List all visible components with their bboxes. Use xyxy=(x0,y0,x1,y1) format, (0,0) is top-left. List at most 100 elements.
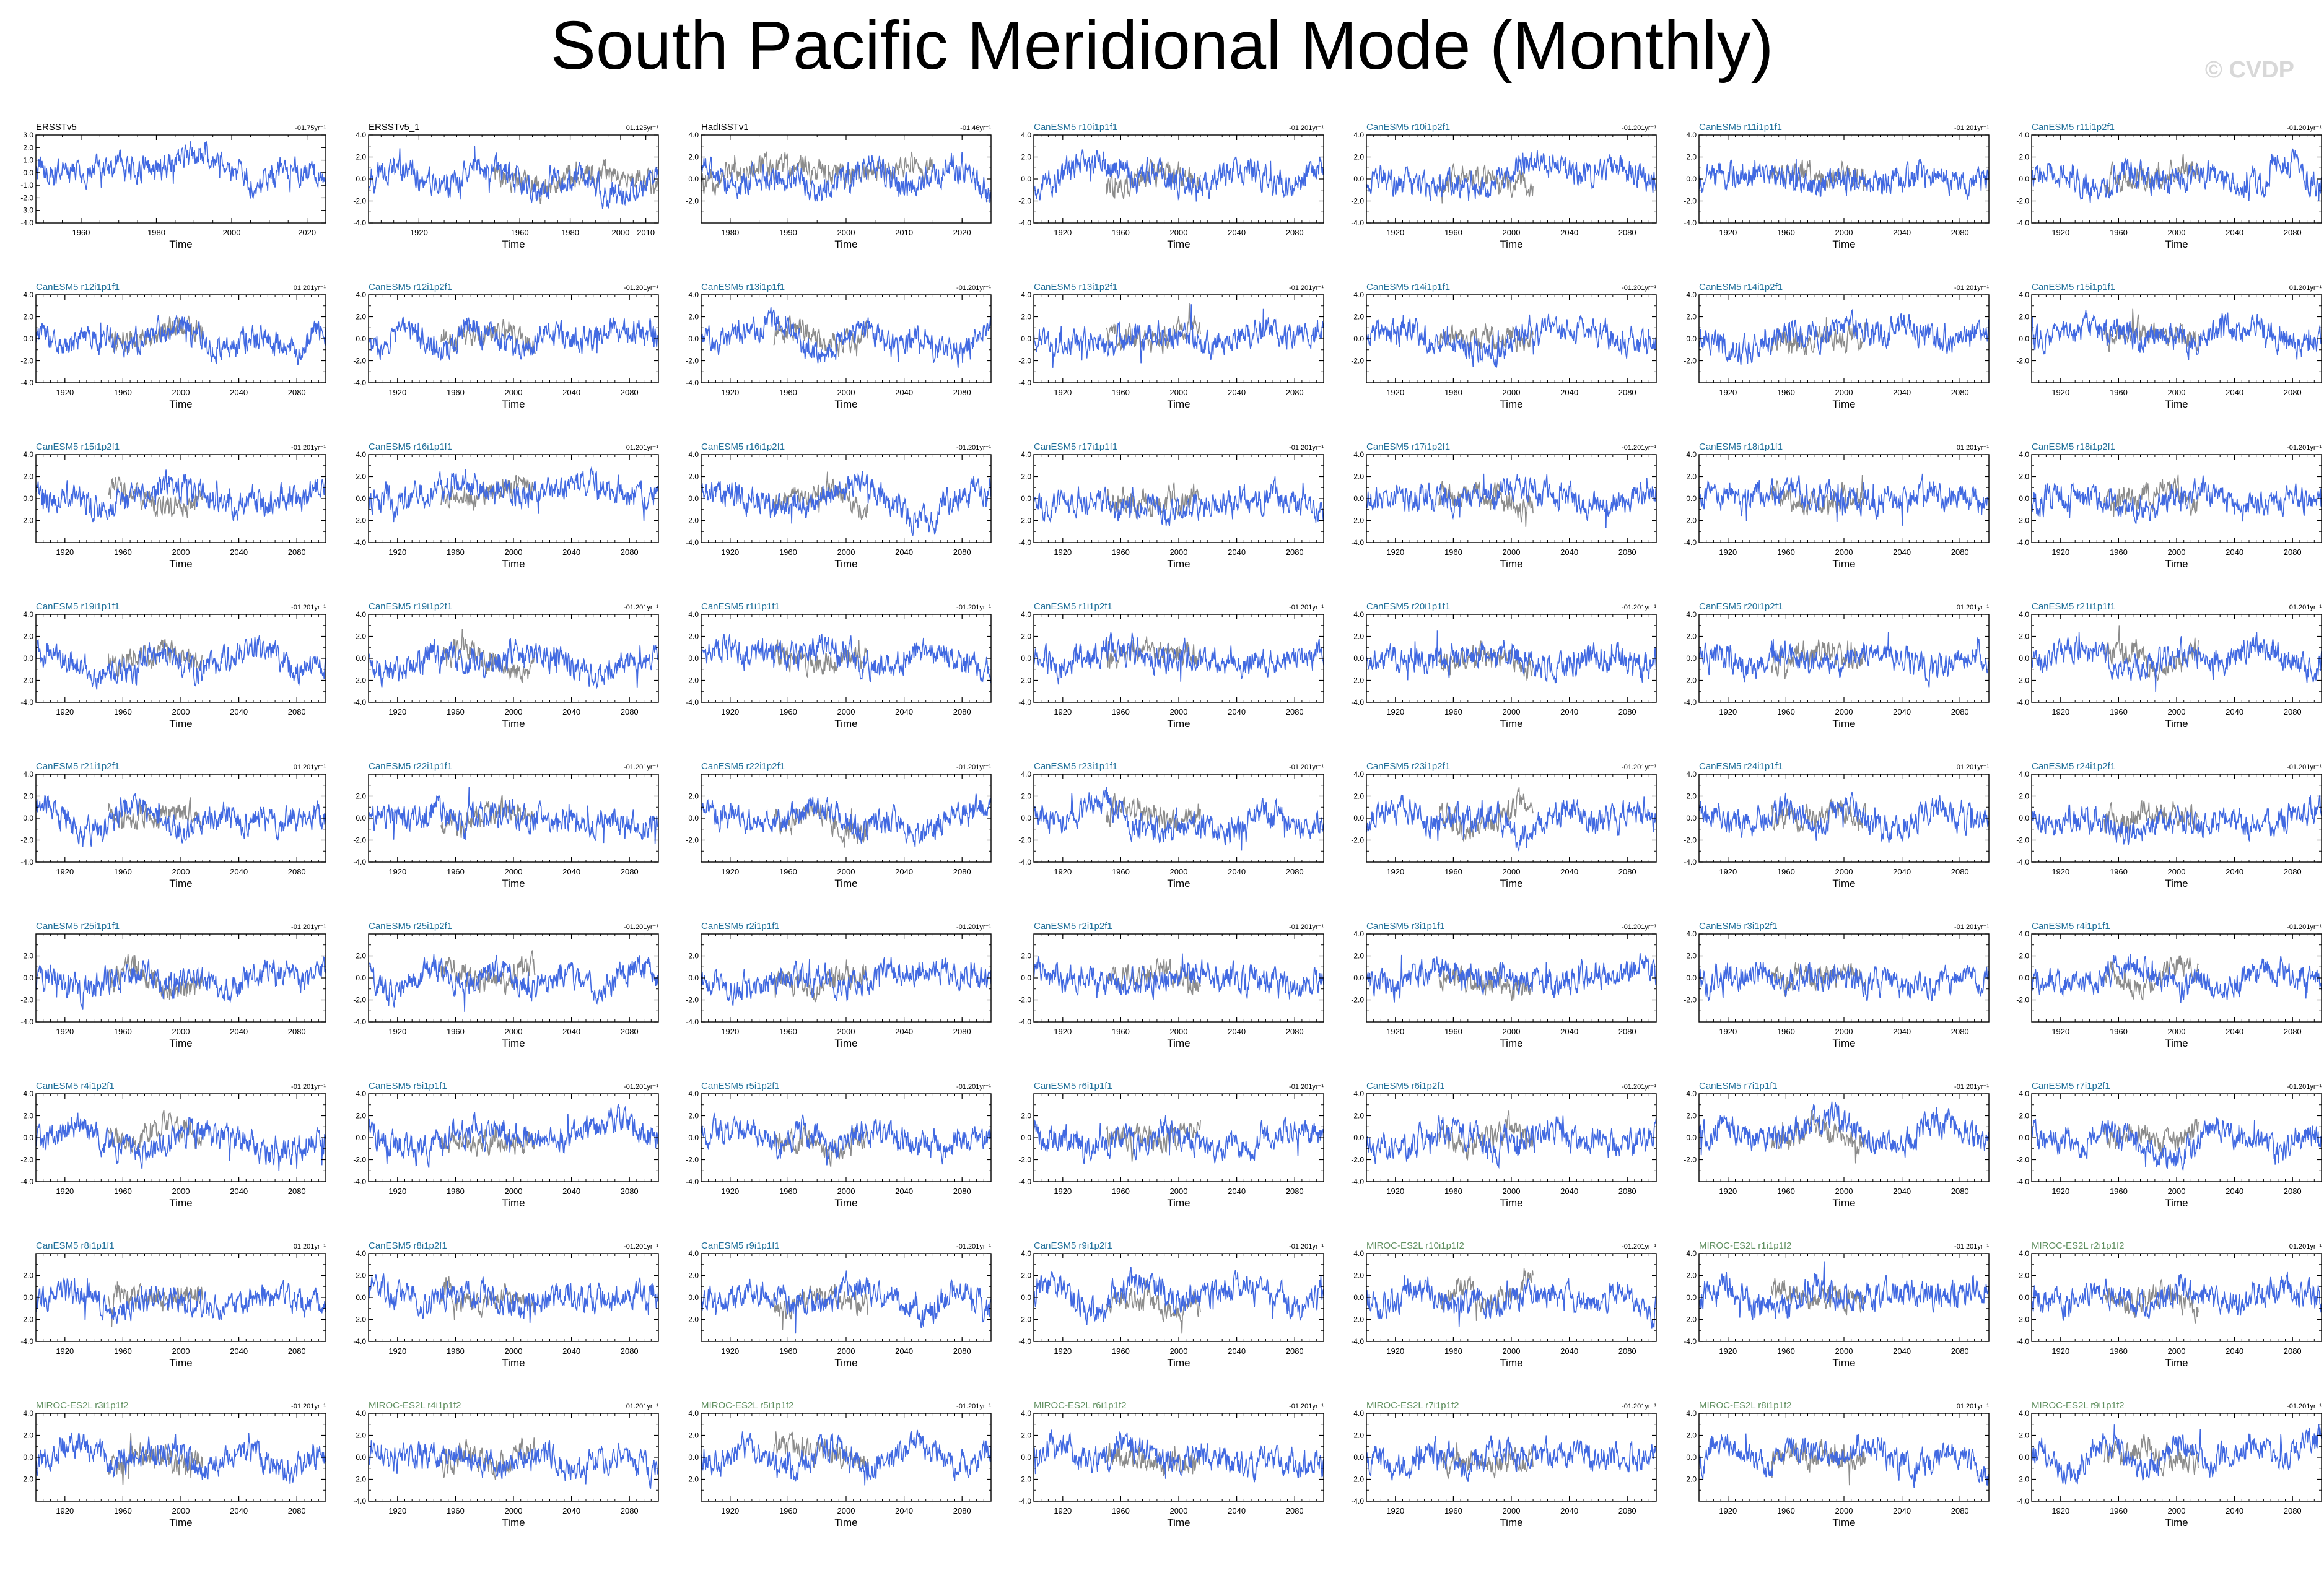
chart-panel: CanESM5 r21i1p2f1 01.201yr⁻¹ 1920 1960 2000 2… xyxy=(20,761,326,889)
x-axis-label: Time xyxy=(2165,558,2188,570)
plot-frame xyxy=(1366,774,1657,863)
y-tick-label: 2.0 xyxy=(1021,952,1031,961)
series-line xyxy=(2032,1271,2322,1321)
panel-trend-label: -01.201yr⁻¹ xyxy=(1622,444,1656,451)
chart-panel: CanESM5 r12i1p1f1 01.201yr⁻¹ 1920 1960 2000 2… xyxy=(20,282,326,410)
x-tick-label: 1960 xyxy=(1444,388,1462,397)
obs-overlay-line xyxy=(440,950,536,996)
panel-title: CanESM5 r21i1p2f1 xyxy=(36,761,120,772)
x-tick-label: 1960 xyxy=(2110,867,2128,876)
x-axis-label: Time xyxy=(1500,1357,1522,1369)
panel-trend-label: -01.201yr⁻¹ xyxy=(956,923,991,931)
series-line xyxy=(1699,632,1989,688)
y-tick-label: 0.0 xyxy=(1021,494,1031,503)
series-line xyxy=(36,793,326,847)
panel-title: CanESM5 r12i1p2f1 xyxy=(369,282,452,292)
y-tick-label: 4.0 xyxy=(1353,1409,1364,1418)
plot-frame xyxy=(701,1093,992,1182)
x-tick-label: 2000 xyxy=(611,228,629,237)
x-tick-label: 1960 xyxy=(447,867,465,876)
x-tick-label: 2040 xyxy=(230,1187,248,1196)
series-line xyxy=(1034,953,1324,1000)
x-tick-label: 2080 xyxy=(621,867,639,876)
x-axis-label: Time xyxy=(1167,1357,1190,1369)
x-tick-label: 2040 xyxy=(895,1346,913,1356)
y-tick-label: -2.0 xyxy=(1018,1475,1031,1484)
x-tick-label: 1920 xyxy=(56,388,74,397)
y-tick-label: 0.0 xyxy=(356,334,366,343)
x-tick-label: 2000 xyxy=(172,388,190,397)
x-tick-label: 2080 xyxy=(1951,707,1969,717)
x-axis-label: Time xyxy=(834,1517,857,1529)
panel-title: CanESM5 r1i1p1f1 xyxy=(701,601,780,612)
chart-panel: CanESM5 r4i1p1f1 -01.201yr⁻¹ 1920 1960 2000 2… xyxy=(2016,921,2322,1049)
y-tick-label: -4.0 xyxy=(2016,698,2029,707)
panel-trend-label: -01.201yr⁻¹ xyxy=(1954,923,1989,931)
x-tick-label: 2000 xyxy=(223,228,241,237)
y-tick-label: -4.0 xyxy=(1018,1177,1031,1186)
y-tick-label: 2.0 xyxy=(23,1112,33,1120)
x-tick-label: 1960 xyxy=(1112,707,1130,717)
y-tick-label: -2.0 xyxy=(686,1315,699,1324)
panel-trend-label: -01.201yr⁻¹ xyxy=(1289,764,1324,771)
y-tick-label: 4.0 xyxy=(356,290,366,299)
x-tick-label: 2010 xyxy=(895,228,913,237)
chart-panel: CanESM5 r13i1p1f1 -01.201yr⁻¹ 1920 1960 2000… xyxy=(686,282,992,410)
y-tick-label: -2.0 xyxy=(20,676,33,685)
x-tick-label: 2040 xyxy=(1893,707,1911,717)
y-tick-label: 2.0 xyxy=(1353,792,1364,801)
series-line xyxy=(369,316,658,361)
x-tick-label: 2080 xyxy=(953,388,971,397)
x-tick-label: 2000 xyxy=(1170,1346,1188,1356)
panel-title: CanESM5 r11i1p1f1 xyxy=(1699,122,1782,133)
panel-trend-label: 01.125yr⁻¹ xyxy=(626,124,659,132)
y-tick-label: 2.0 xyxy=(2019,153,2029,162)
y-tick-label: 0.0 xyxy=(1021,175,1031,183)
y-tick-label: -2.0 xyxy=(20,193,33,202)
panel-trend-label: -01.201yr⁻¹ xyxy=(2287,444,2322,451)
x-axis-label: Time xyxy=(1500,1037,1522,1049)
x-tick-label: 2080 xyxy=(1951,1027,1969,1036)
y-tick-label: 2.0 xyxy=(1686,1431,1697,1440)
y-tick-label: 0.0 xyxy=(23,1133,33,1142)
x-tick-label: 1960 xyxy=(1112,867,1130,876)
y-tick-label: -4.0 xyxy=(1351,1337,1364,1346)
y-tick-label: 2.0 xyxy=(1686,632,1697,641)
obs-overlay-line xyxy=(1771,1110,1866,1164)
y-tick-label: 2.0 xyxy=(1353,952,1364,961)
y-tick-label: 0.0 xyxy=(1353,1133,1364,1142)
x-tick-label: 2040 xyxy=(1893,388,1911,397)
x-tick-label: 2080 xyxy=(1286,547,1304,557)
chart-panel: CanESM5 r16i1p2f1 -01.201yr⁻¹ 1920 1960 2000… xyxy=(686,442,992,570)
chart-panel: MIROC-ES2L r5i1p1f2 -01.201yr⁻¹ 1920 1960 20… xyxy=(686,1400,992,1529)
panel-title: CanESM5 r10i1p2f1 xyxy=(1366,122,1450,133)
x-axis-label: Time xyxy=(502,718,525,730)
y-tick-label: 2.0 xyxy=(688,1112,699,1120)
x-tick-label: 2000 xyxy=(1503,707,1521,717)
x-tick-label: 1920 xyxy=(1719,867,1737,876)
y-tick-label: 0.0 xyxy=(23,168,33,177)
panel-trend-label: -01.201yr⁻¹ xyxy=(956,1243,991,1250)
x-tick-label: 2000 xyxy=(172,867,190,876)
y-tick-label: 4.0 xyxy=(356,610,366,619)
series-line xyxy=(1034,1115,1324,1164)
x-tick-label: 1980 xyxy=(561,228,579,237)
y-tick-label: -2.0 xyxy=(1018,676,1031,685)
y-tick-label: -2.0 xyxy=(1684,996,1697,1005)
panel-title: CanESM5 r22i1p2f1 xyxy=(701,761,785,772)
obs-overlay-line xyxy=(440,1123,536,1157)
panel-title: CanESM5 r16i1p2f1 xyxy=(701,442,785,452)
panel-trend-label: 01.201yr⁻¹ xyxy=(1957,444,1990,451)
y-tick-label: 2.0 xyxy=(356,632,366,641)
x-tick-label: 2040 xyxy=(1893,1027,1911,1036)
y-tick-label: -2.0 xyxy=(20,1156,33,1164)
y-tick-label: 0.0 xyxy=(1353,974,1364,982)
obs-overlay-line xyxy=(1106,1120,1201,1162)
x-tick-label: 2000 xyxy=(1503,1027,1521,1036)
series-line xyxy=(1366,313,1656,368)
y-tick-label: 0.0 xyxy=(23,654,33,663)
y-tick-label: -4.0 xyxy=(20,1018,33,1026)
y-tick-label: 0.0 xyxy=(688,494,699,503)
x-tick-label: 2000 xyxy=(2168,1027,2186,1036)
y-tick-label: -2.0 xyxy=(2016,1475,2029,1484)
